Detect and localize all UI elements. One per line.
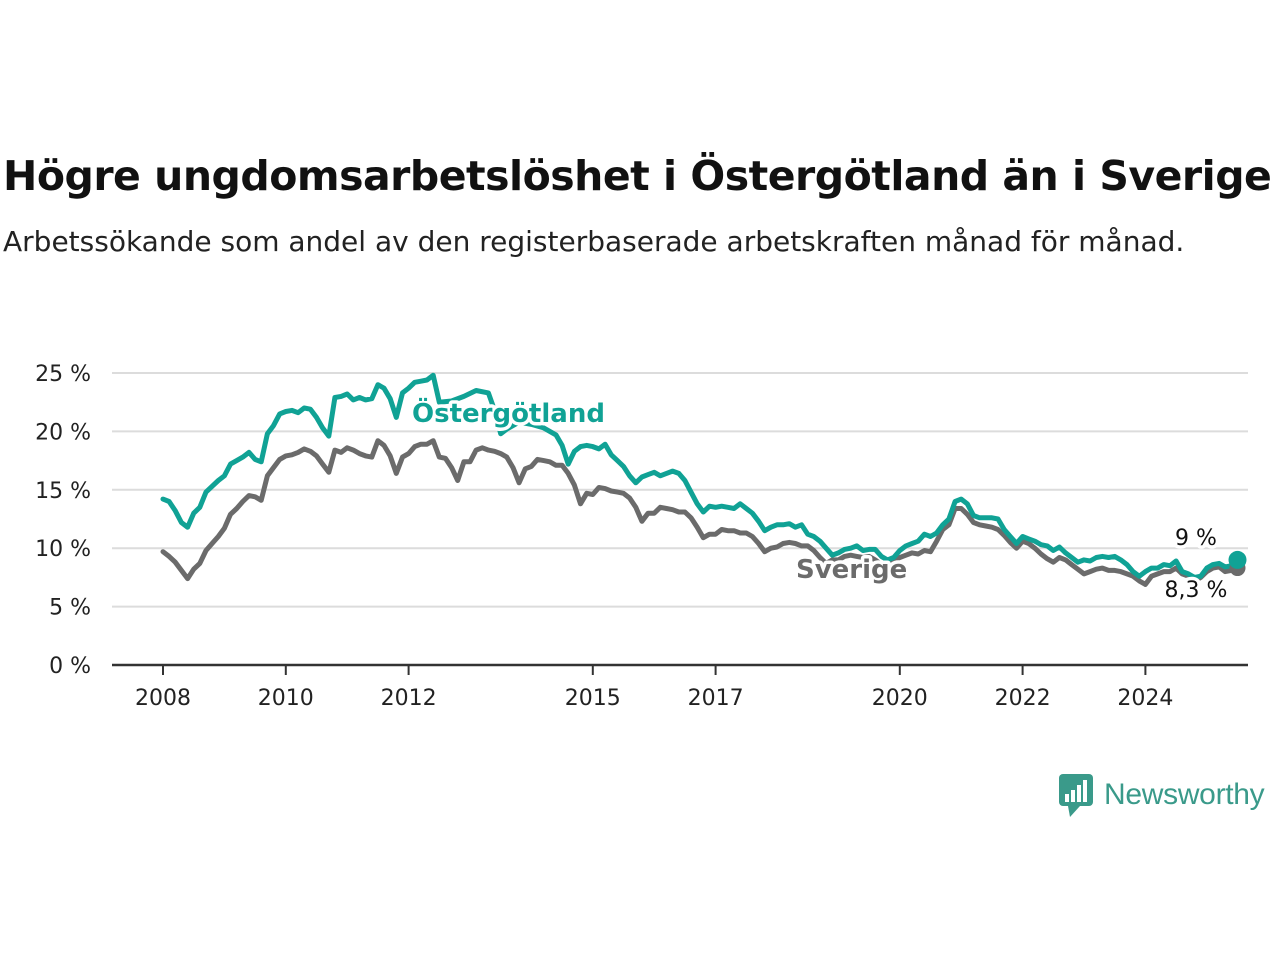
x-axis-ticks: 2008 2010 2012 2015 2017 2020 2022 2024 <box>112 663 1248 711</box>
series-lines <box>160 372 1247 587</box>
x-tick-label: 2015 <box>565 686 621 711</box>
y-axis-ticks: 0 % 5 % 10 % 15 % 20 % 25 % <box>35 362 91 679</box>
x-tick-label: 2017 <box>688 686 744 711</box>
end-label-sverige: 8,3 % <box>1165 578 1228 603</box>
series-label-ostergotland: Östergötland <box>412 396 605 429</box>
series-line-sverige <box>160 438 1240 587</box>
series-label-sverige: Sverige <box>796 555 907 585</box>
chart-subtitle: Arbetssökande som andel av den registerb… <box>3 225 1185 258</box>
x-tick-label: 2008 <box>135 686 191 711</box>
endpoint-marker-ostergotland <box>1228 550 1247 569</box>
x-tick-label: 2024 <box>1117 686 1173 711</box>
end-label-ostergotland: 9 % <box>1175 526 1217 551</box>
y-tick-label: 20 % <box>35 420 91 445</box>
y-tick-label: 10 % <box>35 537 91 562</box>
brand-logo: Newsworthy <box>1058 772 1265 818</box>
series-line-ostergotland <box>160 372 1240 580</box>
y-tick-label: 25 % <box>35 362 91 387</box>
x-tick-label: 2020 <box>872 686 928 711</box>
brand-name: Newsworthy <box>1104 778 1265 811</box>
y-tick-label: 15 % <box>35 479 91 504</box>
x-tick-label: 2010 <box>258 686 314 711</box>
newsworthy-logo-icon <box>1059 774 1093 817</box>
chart-title: Högre ungdomsarbetslöshet i Östergötland… <box>3 152 1272 200</box>
x-tick-label: 2022 <box>995 686 1051 711</box>
y-tick-label: 0 % <box>49 654 91 679</box>
y-tick-label: 5 % <box>49 596 91 621</box>
x-tick-label: 2012 <box>381 686 437 711</box>
series-labels: Östergötland Sverige 9 % 8,3 % <box>409 393 1231 607</box>
